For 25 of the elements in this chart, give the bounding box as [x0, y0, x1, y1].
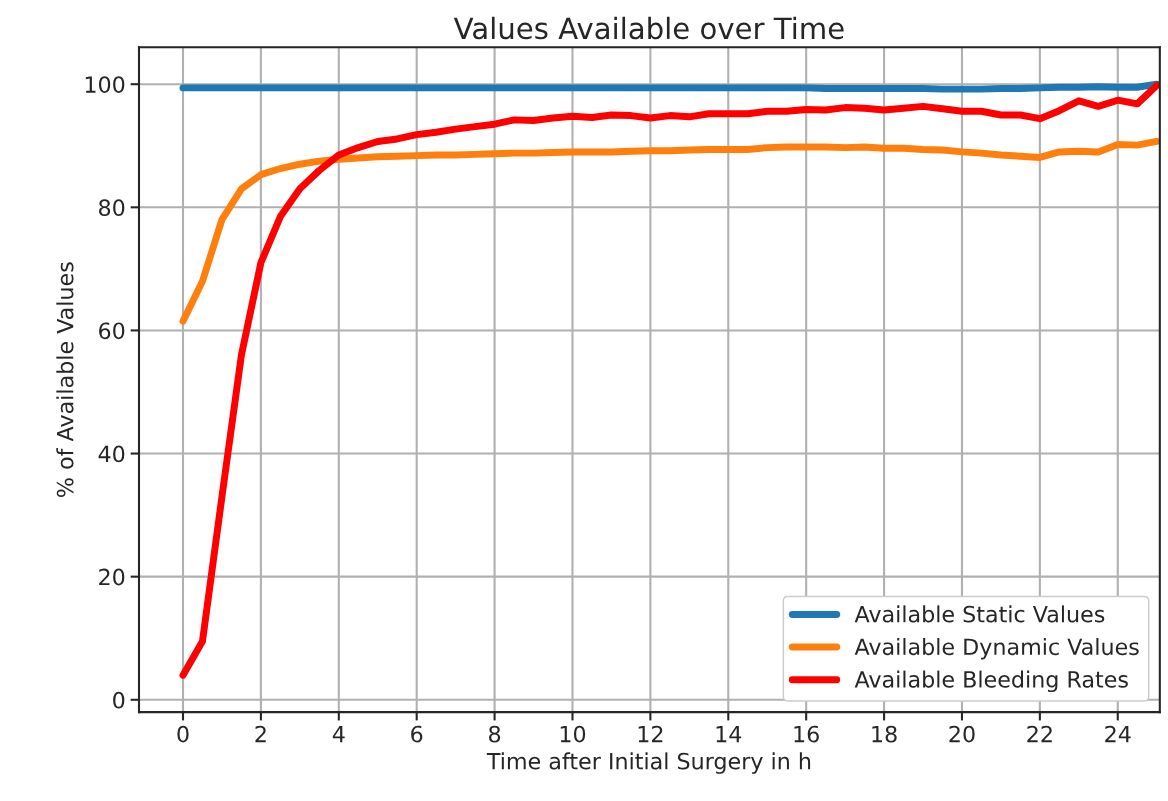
x-tick-label: 4 — [332, 725, 345, 743]
x-tick-label: 24 — [1105, 725, 1131, 743]
x-axis-title: Time after Initial Surgery in h — [486, 752, 811, 774]
x-tick-label: 12 — [638, 725, 663, 743]
x-tick-label: 2 — [255, 725, 266, 743]
x-tick-label: 16 — [794, 725, 819, 743]
chart-title: Values Available over Time — [453, 16, 844, 40]
x-tick-label: 18 — [872, 725, 897, 743]
y-axis-title: % of Available Values — [56, 262, 74, 497]
x-tick-label: 20 — [949, 725, 975, 743]
y-tick-label: 0 — [113, 691, 125, 709]
y-tick-label: 100 — [85, 76, 125, 93]
legend-label: Available Static Values — [854, 605, 1105, 623]
x-tick-label: 14 — [716, 725, 742, 743]
y-tick-label: 60 — [99, 322, 125, 340]
x-tick-label: 10 — [560, 725, 586, 743]
x-tick-label: 0 — [177, 725, 189, 743]
x-tick-label: 6 — [411, 725, 423, 743]
y-tick-label: 80 — [99, 199, 125, 217]
x-tick-label: 22 — [1027, 725, 1052, 743]
y-tick-label: 20 — [99, 568, 125, 586]
legend-label: Available Dynamic Values — [854, 637, 1139, 660]
x-tick-label: 8 — [489, 725, 501, 743]
legend-label: Available Bleeding Rates — [854, 670, 1128, 693]
y-tick-label: 40 — [98, 445, 125, 463]
